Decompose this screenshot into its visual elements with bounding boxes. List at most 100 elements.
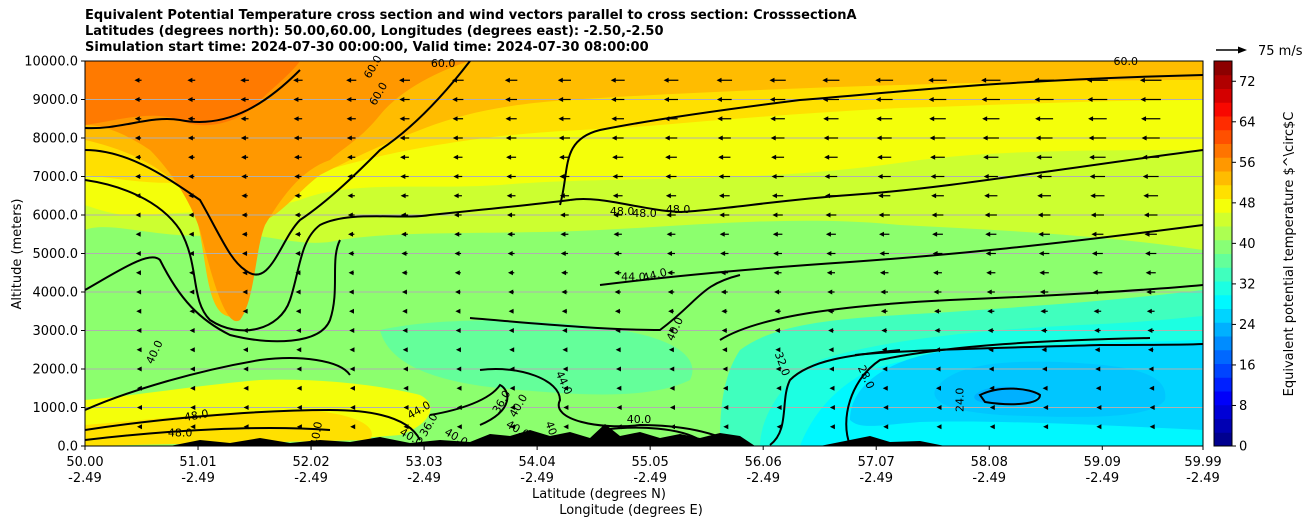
wind-arrow xyxy=(349,366,355,372)
wind-arrow xyxy=(882,366,888,372)
wind-arrow xyxy=(135,251,141,256)
wind-arrow xyxy=(190,424,196,430)
colorbar-tick-label: 64 xyxy=(1239,115,1256,130)
wind-arrow xyxy=(508,308,514,314)
y-axis-title: Altitude (meters) xyxy=(10,199,25,310)
colorbar-swatch xyxy=(1214,391,1232,406)
wind-arrow xyxy=(720,251,729,256)
wind-arrow xyxy=(773,251,782,256)
wind-arrow xyxy=(772,231,783,237)
wind-arrow xyxy=(721,308,728,314)
x-tick-label-lat: 59.09 xyxy=(1084,455,1121,470)
wind-arrow xyxy=(877,174,891,179)
wind-arrow xyxy=(347,154,356,160)
wind-arrow xyxy=(670,424,675,430)
wind-arrow xyxy=(668,347,674,353)
wind-arrow xyxy=(242,251,248,256)
wind-arrow xyxy=(137,405,142,410)
x-tick-label-lat: 53.03 xyxy=(405,455,442,470)
wind-arrow xyxy=(1149,405,1155,410)
wind-arrow xyxy=(1034,77,1055,83)
wind-arrow xyxy=(982,116,1000,122)
wind-arrow xyxy=(774,308,781,314)
wind-arrow xyxy=(296,347,302,353)
wind-arrow xyxy=(774,289,782,295)
wind-arrow xyxy=(563,424,569,430)
wind-arrow xyxy=(295,308,301,314)
wind-arrow xyxy=(455,308,461,314)
wind-arrow xyxy=(611,116,624,122)
wind-arrow xyxy=(1035,116,1054,122)
wind-arrow xyxy=(453,193,462,199)
colorbar-frame xyxy=(1213,60,1233,447)
wind-arrow xyxy=(1095,385,1101,391)
wind-arrow xyxy=(1090,193,1105,199)
wind-arrow xyxy=(776,424,782,430)
colorbar-tick-label: 16 xyxy=(1239,358,1256,373)
wind-arrow xyxy=(612,174,623,179)
wind-arrow xyxy=(190,405,196,410)
colorbar-swatch xyxy=(1214,102,1232,117)
wind-arrow xyxy=(347,193,355,199)
wind-arrow xyxy=(559,174,570,179)
wind-arrow xyxy=(667,270,675,276)
x-tick-label-lat: 55.05 xyxy=(632,455,669,470)
wind-arrow xyxy=(402,308,408,314)
colorbar-swatch xyxy=(1214,198,1232,213)
wind-arrow xyxy=(1038,231,1050,237)
wind-arrow xyxy=(881,347,887,353)
wind-arrow xyxy=(243,405,249,410)
wind-arrow xyxy=(988,366,994,372)
wind-arrow xyxy=(1144,231,1157,237)
colorbar-swatch xyxy=(1214,281,1232,296)
wind-arrow xyxy=(399,97,410,102)
wind-arrow xyxy=(611,97,625,102)
wind-arrow xyxy=(829,366,835,372)
wind-arrow xyxy=(878,193,891,199)
wind-arrow xyxy=(188,154,195,160)
wind-arrow xyxy=(563,385,569,391)
wind-arrow xyxy=(1096,405,1102,410)
colorbar-tick-label: 8 xyxy=(1239,399,1247,414)
wind-arrow xyxy=(135,212,141,218)
y-tick-label: 2000.0 xyxy=(33,363,79,378)
wind-arrow xyxy=(1089,154,1106,160)
wind-arrow xyxy=(296,366,302,372)
wind-arrow xyxy=(506,193,516,199)
wind-arrow xyxy=(983,154,999,160)
wind-arrow xyxy=(879,231,890,237)
wind-arrow xyxy=(453,154,463,160)
colorbar-swatch xyxy=(1214,253,1232,268)
wind-arrow xyxy=(559,154,570,160)
wind-arrow xyxy=(295,251,301,256)
wind-arrow xyxy=(240,116,249,122)
wind-arrow xyxy=(935,366,941,372)
wind-arrow xyxy=(716,77,733,83)
wind-arrow xyxy=(1040,328,1048,333)
wind-arrow xyxy=(562,328,568,333)
wind-arrow xyxy=(1139,77,1162,83)
colorbar-swatch xyxy=(1214,129,1232,144)
wind-arrow xyxy=(664,135,678,141)
wind-arrow xyxy=(879,270,889,276)
wind-arrow xyxy=(505,135,517,141)
wind-arrow xyxy=(135,174,141,179)
wind-arrow xyxy=(984,193,998,199)
wind-arrow xyxy=(666,212,676,218)
colorbar-tick-label: 24 xyxy=(1239,318,1256,333)
wind-arrow xyxy=(505,97,518,102)
x-tick-label-lon: -2.49 xyxy=(633,471,667,486)
wind-arrow xyxy=(188,231,194,237)
wind-arrow xyxy=(928,77,947,83)
wind-arrow xyxy=(241,154,249,160)
wind-arrow xyxy=(774,328,781,333)
wind-arrow xyxy=(1091,231,1104,237)
wind-arrow xyxy=(188,174,195,179)
wind-arrow xyxy=(1090,212,1104,218)
wind-arrow xyxy=(507,270,515,276)
wind-arrow xyxy=(718,154,731,160)
wind-arrow xyxy=(241,231,248,237)
wind-arrow xyxy=(829,385,835,391)
wind-arrow xyxy=(825,212,837,218)
wind-arrow xyxy=(1147,328,1155,333)
